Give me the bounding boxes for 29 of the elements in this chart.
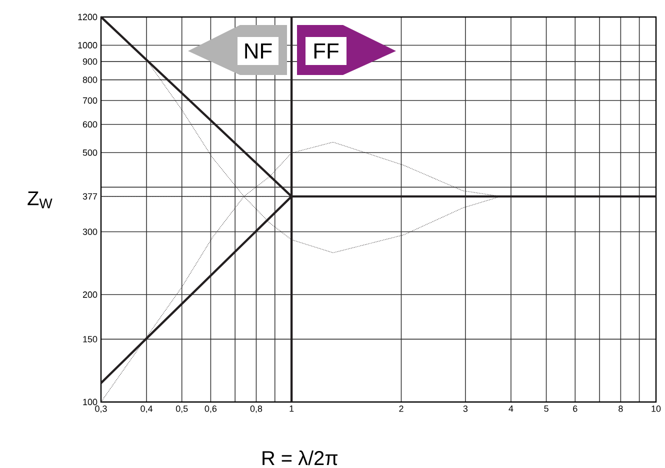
x-tick-label: 10 [652, 406, 661, 412]
y-tick-label: 300 [82, 228, 98, 235]
x-tick-label: 0,8 [250, 406, 262, 413]
y-axis-title: Z$_{W}$ [28, 191, 52, 208]
y-tick-label: 600 [82, 121, 98, 128]
x-tick-label: 0,4 [140, 406, 152, 413]
x-tick-label: 1 [290, 406, 294, 412]
x-tick-label: 8 [618, 406, 623, 412]
x-tick-label: 4 [508, 406, 514, 412]
x-tick-label: 3 [463, 406, 468, 412]
y-tick-label: 800 [82, 76, 98, 83]
y-tick-label: 150 [83, 336, 98, 342]
x-tick-label: 6 [573, 406, 578, 412]
y-tick-label: 1200 [78, 14, 98, 20]
x-axis-title: R = λ/2π [262, 450, 338, 466]
y-tick-label: 900 [82, 58, 98, 65]
x-tick-label: 2 [399, 406, 404, 412]
x-tick-label: 0,3 [95, 406, 107, 413]
y-tick-label: 100 [83, 398, 98, 406]
annotation: FF [314, 43, 339, 59]
y-tick-label: 700 [82, 97, 98, 104]
y-tick-label: 377 [82, 193, 98, 200]
x-tick-label: 0,5 [176, 406, 188, 413]
x-tick-label: 0,6 [204, 406, 217, 413]
y-tick-label: 500 [82, 149, 98, 156]
y-tick-label: 1000 [78, 42, 98, 48]
y-tick-label: 200 [82, 291, 98, 298]
annotation: NF [245, 43, 272, 59]
x-tick-label: 5 [544, 406, 548, 412]
